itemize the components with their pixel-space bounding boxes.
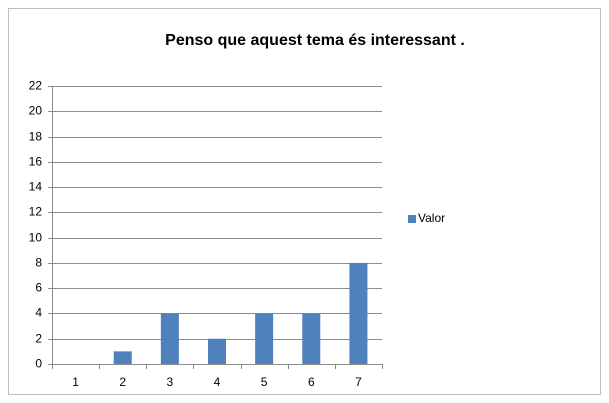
- y-tick-label: 16: [29, 155, 43, 169]
- x-tick-label: 3: [167, 375, 174, 389]
- bar: [113, 351, 132, 364]
- x-tick-label: 1: [72, 375, 79, 389]
- bar: [160, 313, 179, 364]
- bar: [255, 313, 274, 364]
- y-tick-label: 10: [29, 231, 43, 245]
- bar: [208, 338, 226, 364]
- y-tick-label: 12: [29, 205, 43, 219]
- bar: [302, 313, 321, 364]
- bar: [349, 262, 368, 364]
- y-tick-label: 2: [35, 332, 42, 346]
- y-tick-label: 8: [35, 256, 42, 270]
- legend-label: Valor: [418, 211, 445, 225]
- y-tick-label: 4: [35, 306, 42, 320]
- x-tick-label: 4: [214, 375, 221, 389]
- y-tick-label: 20: [29, 104, 43, 118]
- x-tick-label: 2: [119, 375, 126, 389]
- y-tick-label: 14: [29, 180, 43, 194]
- x-tick-label: 5: [261, 375, 268, 389]
- y-tick-label: 6: [35, 281, 42, 295]
- y-tick-label: 0: [35, 357, 42, 371]
- y-tick-label: 22: [29, 79, 43, 93]
- chart-title: Penso que aquest tema és interessant .: [165, 32, 465, 49]
- x-tick-label: 7: [355, 375, 362, 389]
- legend-swatch: [408, 215, 416, 223]
- x-tick-label: 6: [308, 375, 315, 389]
- y-tick-label: 18: [29, 130, 43, 144]
